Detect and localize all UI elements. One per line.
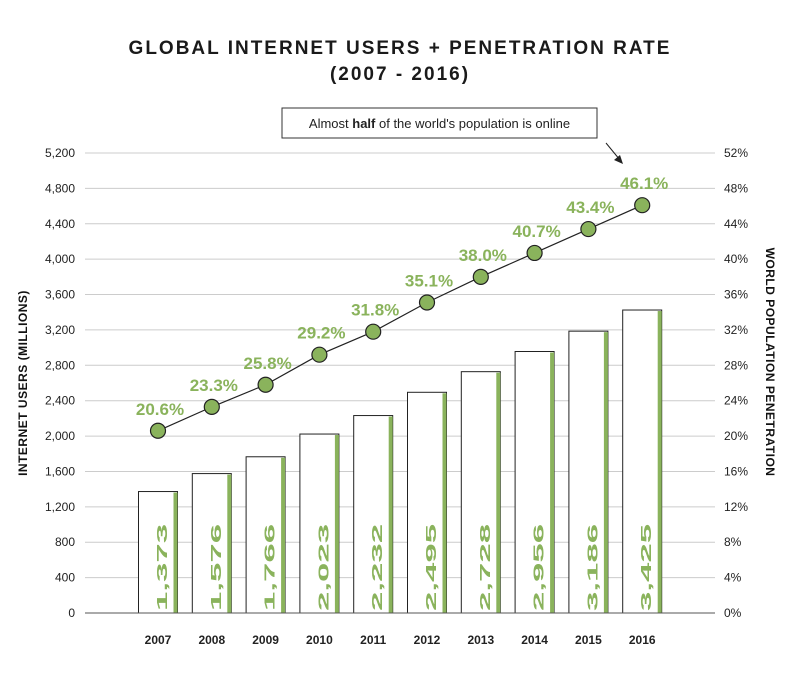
bar-accent <box>657 311 662 613</box>
bar-accent <box>550 352 555 613</box>
x-tick-label: 2014 <box>521 633 548 647</box>
y-tick-label-right: 12% <box>724 500 748 514</box>
y-tick-label-left: 3,200 <box>45 323 75 337</box>
penetration-label: 23.3% <box>190 376 238 395</box>
bar-value-label: 2,495 <box>423 524 440 611</box>
bar-value-label: 2,023 <box>315 524 332 611</box>
bar-value-label: 2,956 <box>530 524 547 611</box>
penetration-label: 29.2% <box>297 324 345 343</box>
x-tick-label: 2009 <box>252 633 279 647</box>
annotation-arrow-head <box>614 155 623 164</box>
y-tick-label-left: 0 <box>68 606 75 620</box>
y-tick-label-right: 28% <box>724 358 748 372</box>
y-tick-label-right: 4% <box>724 571 742 585</box>
penetration-label: 46.1% <box>620 174 668 193</box>
y-tick-label-left: 5,200 <box>45 146 75 160</box>
bar-value-label: 1,373 <box>154 524 171 611</box>
x-tick-label: 2007 <box>145 633 172 647</box>
bar <box>514 351 555 614</box>
bar-value-label: 3,425 <box>638 524 655 611</box>
y-axis-label-right: WORLD POPULATION PENETRATION <box>763 248 777 477</box>
bar-value-label: 2,232 <box>369 524 386 611</box>
y-tick-label-left: 2,400 <box>45 394 75 408</box>
x-tick-label: 2015 <box>575 633 602 647</box>
y-tick-label-right: 0% <box>724 606 742 620</box>
bar <box>407 391 447 614</box>
y-tick-label-right: 20% <box>724 429 748 443</box>
penetration-marker <box>257 376 274 393</box>
y-tick-label-left: 2,000 <box>45 429 75 443</box>
annotation-text: Almost half of the world's population is… <box>309 116 570 131</box>
penetration-marker <box>365 323 382 340</box>
bar-accent <box>334 435 339 613</box>
bar <box>622 309 663 614</box>
penetration-label: 40.7% <box>512 222 560 241</box>
bar-accent <box>442 393 447 613</box>
y-tick-label-left: 1,200 <box>45 500 75 514</box>
penetration-label: 35.1% <box>405 272 453 291</box>
y-tick-label-left: 3,600 <box>45 288 75 302</box>
y-axis-label-left: INTERNET USERS (MILLIONS) <box>16 290 30 476</box>
y-tick-label-right: 40% <box>724 252 748 266</box>
bar-value-label: 1,576 <box>207 524 224 611</box>
penetration-marker <box>526 244 543 262</box>
penetration-marker <box>580 220 597 238</box>
y-tick-label-left: 1,600 <box>45 464 75 478</box>
y-tick-label-left: 4,800 <box>45 181 75 195</box>
penetration-label: 38.0% <box>459 246 507 265</box>
penetration-marker <box>472 268 489 285</box>
y-tick-label-left: 400 <box>55 571 75 585</box>
y-tick-label-right: 48% <box>724 181 748 195</box>
x-tick-label: 2013 <box>467 633 494 647</box>
x-tick-label: 2012 <box>414 633 441 647</box>
bar-value-label: 1,766 <box>261 524 278 611</box>
penetration-marker <box>203 398 220 415</box>
y-tick-label-left: 4,400 <box>45 217 75 231</box>
bar <box>299 433 340 614</box>
y-tick-label-left: 2,800 <box>45 358 75 372</box>
bar <box>191 473 232 614</box>
bar-value-label: 2,728 <box>476 524 493 611</box>
x-tick-label: 2008 <box>198 633 225 647</box>
bar-accent <box>173 492 178 613</box>
annotation-text-part: of the world's population is online <box>375 116 570 131</box>
penetration-marker <box>634 197 651 214</box>
bar-accent <box>388 416 393 613</box>
penetration-marker <box>149 422 167 439</box>
x-tick-label: 2011 <box>360 633 386 647</box>
penetration-label: 31.8% <box>351 301 399 320</box>
penetration-marker <box>311 346 328 363</box>
y-tick-label-right: 8% <box>724 535 742 549</box>
y-tick-label-right: 44% <box>724 217 748 231</box>
bar-accent <box>603 332 608 613</box>
annotation-text-part: Almost <box>309 116 352 131</box>
x-tick-label: 2016 <box>629 633 656 647</box>
penetration-line <box>157 204 643 432</box>
penetration-label: 43.4% <box>566 198 614 217</box>
y-tick-label-left: 4,000 <box>45 252 75 266</box>
y-tick-label-right: 52% <box>724 146 748 160</box>
y-tick-label-right: 36% <box>724 288 748 302</box>
bar-accent <box>281 457 286 613</box>
penetration-label: 25.8% <box>243 354 291 373</box>
y-tick-label-right: 24% <box>724 394 748 408</box>
y-tick-label-left: 800 <box>55 535 75 549</box>
annotation-box <box>281 107 598 139</box>
bar-value-label: 3,186 <box>584 524 601 611</box>
chart-subtitle: (2007 - 2016) <box>329 64 471 85</box>
x-tick-label: 2010 <box>306 633 333 647</box>
penetration-marker <box>418 294 436 311</box>
annotation-text-bold: half <box>352 116 376 131</box>
bar-accent <box>227 474 232 613</box>
penetration-label: 20.6% <box>136 400 184 419</box>
y-tick-label-right: 32% <box>724 323 748 337</box>
bar-accent <box>496 372 501 613</box>
y-tick-label-right: 16% <box>724 464 748 478</box>
chart-title: GLOBAL INTERNET USERS + PENETRATION RATE <box>128 38 672 59</box>
